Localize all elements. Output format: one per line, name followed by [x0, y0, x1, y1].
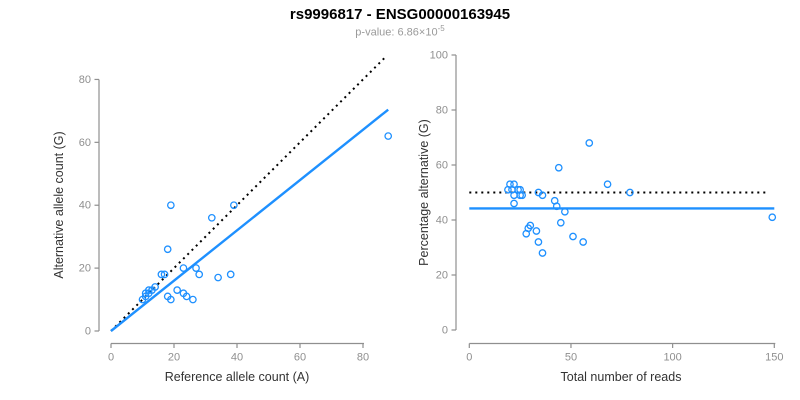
identity-dotted-line [110, 55, 388, 332]
p-value-subtitle: p-value: 6.86×10-5 [0, 24, 800, 39]
y-tick-label: 0 [85, 326, 91, 338]
x-tick-label: 60 [294, 352, 306, 364]
p-value-exponent: -5 [437, 24, 445, 33]
x-tick-label: 0 [466, 352, 472, 364]
data-point [569, 232, 577, 241]
x-tick-label: 20 [168, 352, 180, 364]
data-point [195, 270, 204, 279]
x-tick-label: 0 [108, 352, 114, 364]
data-point [585, 139, 594, 147]
data-point [561, 207, 569, 216]
data-point [518, 191, 527, 200]
p-value-text: p-value: 6.86×10 [355, 26, 438, 39]
data-point [603, 180, 612, 189]
x-axis-title: Total number of reads [561, 370, 682, 384]
y-tick-label: 20 [79, 263, 91, 275]
data-point [167, 295, 175, 304]
data-point [384, 132, 393, 140]
right-scatter-plot: 0 20 40 60 80 100 0 50 100 150 Total number of rea… [417, 50, 783, 385]
data-point [538, 191, 547, 200]
y-tick-label: 0 [442, 325, 448, 337]
figure-title: rs9996817 - ENSG00000163945 [289, 6, 511, 23]
data-point [151, 283, 159, 291]
data-point [189, 295, 197, 304]
data-point [173, 286, 181, 294]
data-point [192, 264, 200, 272]
y-tick-label: 60 [79, 137, 91, 149]
x-tick-label: 50 [565, 352, 577, 364]
left-scatter-plot: 0 20 40 60 80 0 20 40 60 80 Reference allele count… [52, 55, 393, 384]
data-point [626, 188, 634, 197]
data-point [214, 273, 222, 282]
x-tick-label: 150 [765, 352, 783, 364]
data-point [552, 202, 561, 211]
y-tick-label: 40 [436, 215, 448, 227]
data-point [163, 245, 172, 254]
data-point [526, 221, 535, 230]
x-axis-title: Reference allele count (A) [165, 370, 310, 384]
data-point [534, 238, 543, 246]
data-point [768, 213, 777, 222]
y-tick-label: 100 [430, 50, 448, 62]
data-point [226, 270, 235, 279]
y-tick-label: 40 [79, 200, 91, 212]
data-point [182, 292, 191, 301]
y-tick-label: 80 [436, 105, 448, 117]
data-point [579, 238, 588, 246]
y-tick-label: 20 [436, 270, 448, 282]
data-point [167, 201, 175, 210]
data-point [554, 163, 563, 172]
data-point [556, 218, 565, 227]
data-point [532, 227, 541, 235]
data-point [144, 286, 153, 294]
y-tick-label: 60 [436, 160, 448, 172]
data-point [230, 201, 238, 210]
x-tick-label: 80 [357, 352, 369, 364]
y-axis-title: Percentage alternative (G) [417, 119, 431, 266]
x-tick-label: 100 [663, 352, 681, 364]
data-point [160, 270, 169, 279]
y-tick-label: 80 [79, 74, 91, 86]
regression-fit-line [110, 108, 389, 332]
data-point [207, 213, 216, 222]
data-point [510, 199, 518, 208]
data-point [538, 249, 547, 257]
data-point [157, 270, 166, 279]
data-point [179, 264, 188, 272]
y-axis-title: Alternative allele count (G) [52, 131, 66, 278]
x-tick-label: 40 [231, 352, 243, 364]
data-point [504, 185, 512, 194]
